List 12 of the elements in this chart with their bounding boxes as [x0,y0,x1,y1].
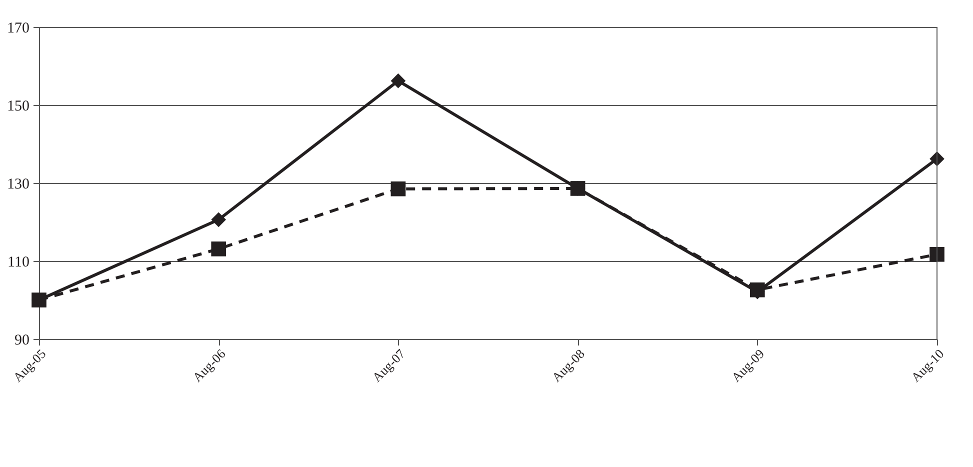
y-tick-label: 170 [7,20,30,36]
point [211,212,226,228]
y-tick-label: 130 [7,176,30,192]
point [32,292,46,308]
y-tick-label: 110 [8,254,30,270]
point [390,73,406,88]
point [211,241,226,256]
y-tick-label: 150 [7,98,30,114]
point [930,246,944,262]
point [570,181,586,196]
point [390,181,406,196]
y-tick-label: 90 [14,332,30,348]
